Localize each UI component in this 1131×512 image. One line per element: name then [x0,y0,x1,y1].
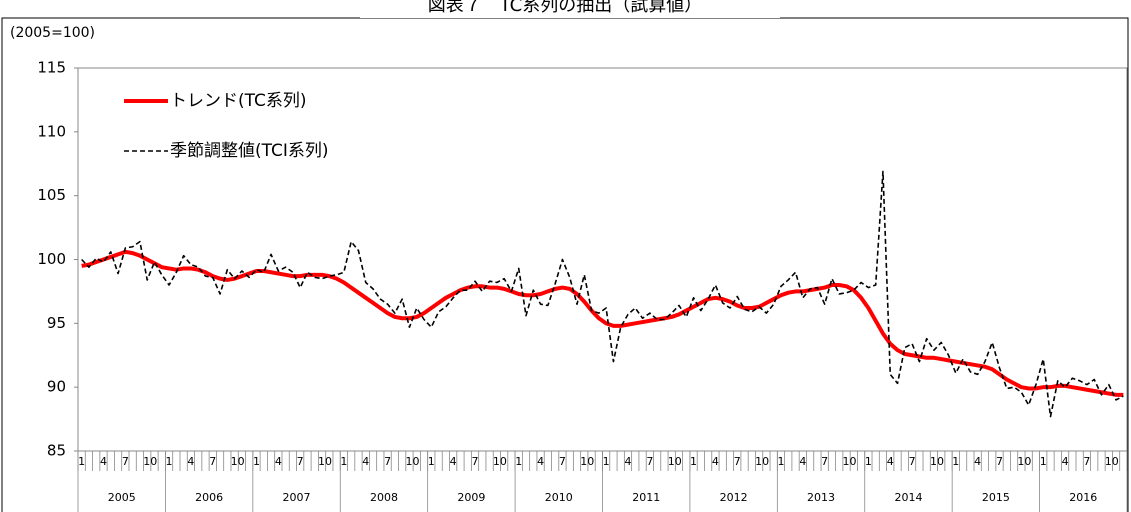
x-tick-label: 7 [1083,455,1090,468]
x-tick-label: 7 [559,455,566,468]
x-tick-label: 4 [537,455,544,468]
chart-title: 図表７ TC系列の抽出（試算値） [428,0,703,16]
tci-line [81,170,1124,418]
year-label: 2014 [894,491,922,504]
x-tick-label: 10 [668,455,682,468]
x-tick-label: 4 [450,455,457,468]
x-tick-label: 7 [909,455,916,468]
y-tick-label: 110 [37,122,66,140]
x-tick-label: 1 [1040,455,1047,468]
y-tick-label: 85 [47,442,66,460]
x-tick-label: 7 [996,455,1003,468]
x-tick-label: 10 [143,455,157,468]
x-tick-label: 7 [821,455,828,468]
x-tick-label: 1 [865,455,872,468]
x-tick-label: 4 [974,455,981,468]
year-label: 2008 [370,491,398,504]
y-tick-label: 90 [47,378,66,396]
x-tick-label: 10 [930,455,944,468]
legend-label: トレンド(TC系列) [170,91,307,111]
y-tick-label: 105 [37,186,66,204]
x-tick-label: 1 [603,455,610,468]
x-tick-label: 1 [777,455,784,468]
x-tick-label: 7 [122,455,129,468]
x-tick-label: 1 [166,455,173,468]
year-label: 2005 [108,491,136,504]
y-tick-label: 100 [37,250,66,268]
x-tick-label: 4 [1062,455,1069,468]
x-tick-label: 10 [1017,455,1031,468]
x-tick-label: 10 [755,455,769,468]
x-tick-label: 10 [580,455,594,468]
x-tick-label: 4 [799,455,806,468]
x-tick-label: 1 [690,455,697,468]
x-tick-label: 4 [887,455,894,468]
year-label: 2013 [807,491,835,504]
x-tick-label: 7 [472,455,479,468]
year-label: 2007 [283,491,311,504]
x-tick-label: 7 [297,455,304,468]
year-label: 2016 [1069,491,1097,504]
x-tick-label: 4 [275,455,282,468]
x-tick-label: 4 [362,455,369,468]
x-tick-label: 4 [624,455,631,468]
x-tick-label: 1 [515,455,522,468]
x-tick-label: 1 [340,455,347,468]
x-tick-label: 10 [318,455,332,468]
year-label: 2015 [982,491,1010,504]
x-tick-label: 10 [843,455,857,468]
x-tick-label: 7 [384,455,391,468]
legend-label: 季節調整値(TCI系列) [170,141,329,161]
x-tick-label: 10 [231,455,245,468]
x-tick-label: 7 [209,455,216,468]
x-tick-label: 1 [253,455,260,468]
year-label: 2010 [545,491,573,504]
x-tick-label: 4 [100,455,107,468]
x-tick-label: 10 [405,455,419,468]
year-label: 2006 [195,491,223,504]
title-backdrop [360,0,780,18]
plot-area [77,67,1128,452]
x-tick-label: 1 [952,455,959,468]
x-tick-label: 10 [493,455,507,468]
y-tick-label: 115 [37,59,66,77]
year-label: 2011 [632,491,660,504]
trend-line [81,249,1124,397]
year-label: 2009 [457,491,485,504]
x-tick-label: 7 [646,455,653,468]
y-tick-label: 95 [47,314,66,332]
x-tick-label: 4 [712,455,719,468]
x-tick-label: 7 [734,455,741,468]
year-label: 2012 [720,491,748,504]
x-tick-label: 4 [187,455,194,468]
x-tick-label: 1 [78,455,85,468]
y-unit-label: (2005=100) [10,25,95,41]
x-tick-label: 1 [428,455,435,468]
x-tick-label: 10 [1105,455,1119,468]
